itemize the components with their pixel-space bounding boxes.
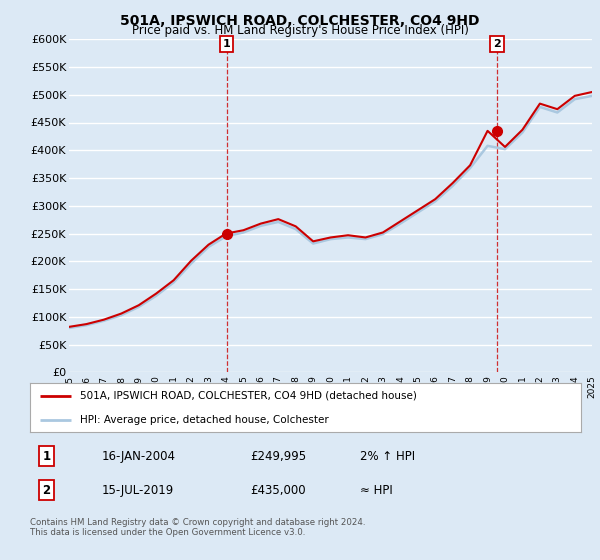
Text: 1: 1 bbox=[223, 39, 230, 49]
Text: 1: 1 bbox=[43, 450, 50, 463]
Text: 2% ↑ HPI: 2% ↑ HPI bbox=[361, 450, 416, 463]
Text: Price paid vs. HM Land Registry's House Price Index (HPI): Price paid vs. HM Land Registry's House … bbox=[131, 24, 469, 36]
Text: 501A, IPSWICH ROAD, COLCHESTER, CO4 9HD: 501A, IPSWICH ROAD, COLCHESTER, CO4 9HD bbox=[120, 14, 480, 28]
Text: 15-JUL-2019: 15-JUL-2019 bbox=[101, 483, 174, 497]
Text: £435,000: £435,000 bbox=[250, 483, 306, 497]
Text: Contains HM Land Registry data © Crown copyright and database right 2024.
This d: Contains HM Land Registry data © Crown c… bbox=[30, 518, 365, 538]
Text: 2: 2 bbox=[493, 39, 501, 49]
Text: 2: 2 bbox=[43, 483, 50, 497]
Text: 16-JAN-2004: 16-JAN-2004 bbox=[101, 450, 176, 463]
Text: HPI: Average price, detached house, Colchester: HPI: Average price, detached house, Colc… bbox=[80, 414, 328, 424]
Text: £249,995: £249,995 bbox=[250, 450, 307, 463]
Text: ≈ HPI: ≈ HPI bbox=[361, 483, 393, 497]
Text: 501A, IPSWICH ROAD, COLCHESTER, CO4 9HD (detached house): 501A, IPSWICH ROAD, COLCHESTER, CO4 9HD … bbox=[80, 391, 416, 401]
